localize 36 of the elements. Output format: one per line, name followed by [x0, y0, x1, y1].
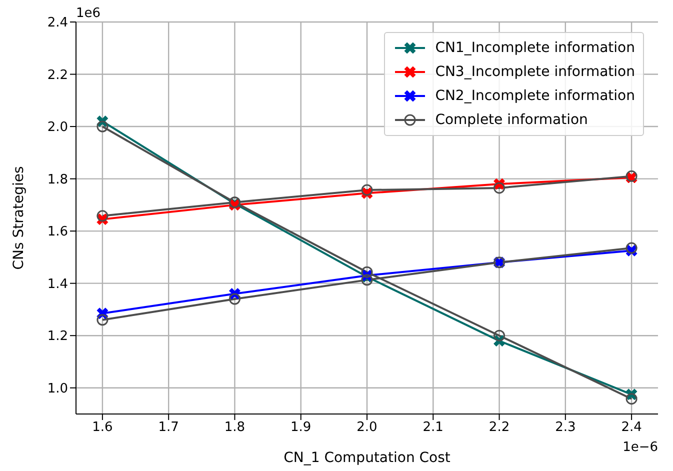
legend-label: CN3_Incomplete information — [435, 64, 635, 80]
text: 1e6 — [76, 6, 101, 21]
point — [96, 314, 108, 326]
point — [96, 120, 108, 132]
y-axis-title: CNs Strategies — [10, 166, 27, 270]
x-axis-title: CN_1 Computation Cost — [284, 450, 451, 466]
point — [626, 242, 638, 254]
x-tick-label: 2.2 — [488, 420, 510, 436]
x-tick-label: 2.4 — [621, 420, 642, 436]
point — [494, 182, 506, 194]
y-tick-label: 2.4 — [47, 16, 68, 31]
y-tick-label: 2.0 — [47, 120, 68, 136]
y-tick-label: 2.2 — [47, 68, 68, 83]
legend-label: CN1_Incomplete information — [435, 40, 635, 56]
point — [228, 293, 240, 305]
x-tick-label: 1.9 — [290, 420, 312, 436]
y-tick-label: 1.2 — [47, 329, 68, 344]
point — [361, 266, 373, 278]
y-tick-label: 1.8 — [47, 172, 68, 188]
point — [96, 210, 108, 222]
point — [361, 274, 373, 286]
y-tick-label: 1.0 — [47, 381, 68, 396]
x-tick-label: 2.0 — [356, 420, 378, 436]
x-tick-label: 2.3 — [555, 420, 576, 436]
legend-label: Complete information — [435, 112, 588, 128]
x-tick-label: 1.8 — [224, 420, 246, 436]
x-tick-label: 2.1 — [422, 420, 444, 436]
y-tick-label: 1.6 — [47, 224, 68, 240]
legend-label: CN2_Incomplete information — [435, 88, 635, 104]
y-tick-label: 1.4 — [47, 276, 68, 292]
point — [494, 330, 506, 342]
x-tick-label: 1.7 — [158, 420, 179, 436]
x-tick-label: 1.6 — [92, 420, 113, 436]
point — [361, 184, 373, 196]
text: 1e−6 — [622, 440, 658, 455]
point — [626, 393, 638, 405]
